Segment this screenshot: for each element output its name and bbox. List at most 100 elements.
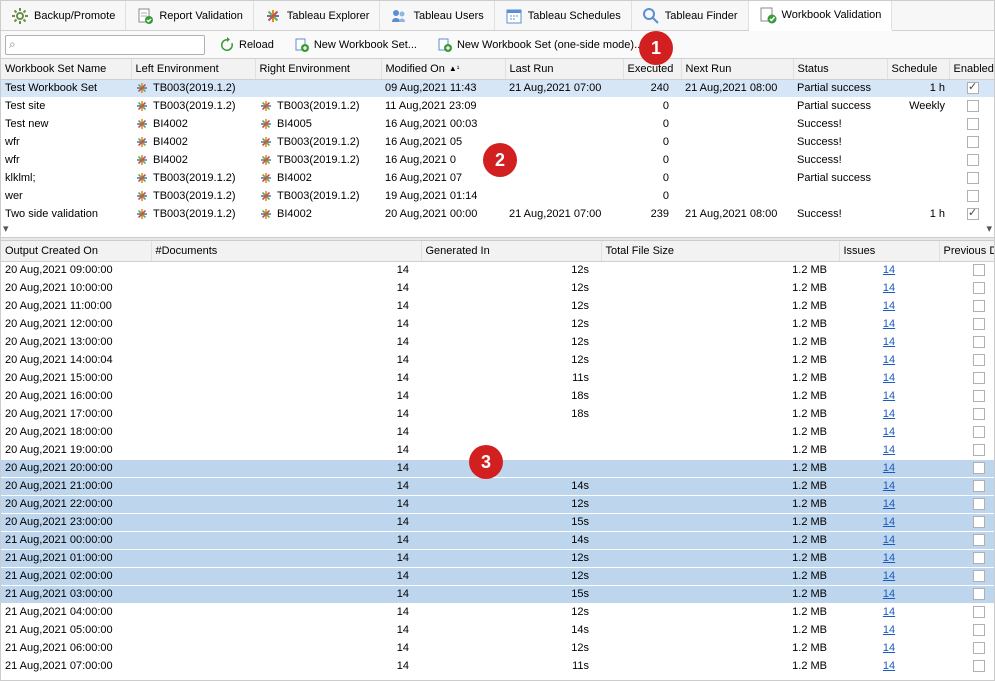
issues-link[interactable]: 14 (883, 588, 895, 600)
cell-enabled[interactable] (949, 97, 994, 115)
issues-link[interactable]: 14 (883, 426, 895, 438)
workbook-set-row[interactable]: Test siteTB003(2019.1.2)TB003(2019.1.2)1… (1, 97, 994, 115)
prevdiff-checkbox[interactable] (973, 462, 985, 474)
issues-link[interactable]: 14 (883, 516, 895, 528)
tab-users[interactable]: Tableau Users (380, 1, 494, 30)
runs-col-header[interactable]: Output Created On (1, 241, 151, 261)
top-col-header[interactable]: Next Run (681, 59, 793, 79)
issues-link[interactable]: 14 (883, 336, 895, 348)
prevdiff-checkbox[interactable] (973, 390, 985, 402)
prevdiff-checkbox[interactable] (973, 534, 985, 546)
cell-prevdiff[interactable] (939, 495, 994, 513)
issues-link[interactable]: 14 (883, 498, 895, 510)
run-row[interactable]: 20 Aug,2021 20:00:00141.2 MB14 (1, 459, 994, 477)
top-col-header[interactable]: Modified On▲¹ (381, 59, 505, 79)
enabled-checkbox[interactable] (967, 208, 979, 220)
cell-enabled[interactable] (949, 187, 994, 205)
prevdiff-checkbox[interactable] (973, 570, 985, 582)
prevdiff-checkbox[interactable] (973, 336, 985, 348)
workbook-set-row[interactable]: klklml;TB003(2019.1.2)BI400216 Aug,2021 … (1, 169, 994, 187)
tab-finder[interactable]: Tableau Finder (632, 1, 749, 30)
issues-link[interactable]: 14 (883, 282, 895, 294)
runs-col-header[interactable]: Total File Size (601, 241, 839, 261)
run-row[interactable]: 21 Aug,2021 06:00:001412s1.2 MB14 (1, 639, 994, 657)
run-row[interactable]: 21 Aug,2021 05:00:001414s1.2 MB14 (1, 621, 994, 639)
workbook-set-row[interactable]: wfrBI4002TB003(2019.1.2)16 Aug,2021 00Su… (1, 151, 994, 169)
tab-explorer[interactable]: Tableau Explorer (254, 1, 381, 30)
issues-link[interactable]: 14 (883, 318, 895, 330)
enabled-checkbox[interactable] (967, 118, 979, 130)
tab-schedules[interactable]: Tableau Schedules (495, 1, 632, 30)
run-row[interactable]: 20 Aug,2021 15:00:001411s1.2 MB14 (1, 369, 994, 387)
enabled-checkbox[interactable] (967, 154, 979, 166)
run-row[interactable]: 20 Aug,2021 21:00:001414s1.2 MB14 (1, 477, 994, 495)
prevdiff-checkbox[interactable] (973, 264, 985, 276)
prevdiff-checkbox[interactable] (973, 408, 985, 420)
new-workbook-set-button[interactable]: New Workbook Set... (288, 35, 423, 55)
run-row[interactable]: 21 Aug,2021 03:00:001415s1.2 MB14 (1, 585, 994, 603)
issues-link[interactable]: 14 (883, 354, 895, 366)
runs-col-header[interactable]: Generated In (421, 241, 601, 261)
expand-down-icon[interactable]: ▾ (3, 222, 9, 235)
workbook-set-row[interactable]: Two side validationTB003(2019.1.2)BI4002… (1, 205, 994, 223)
tab-wbval[interactable]: Workbook Validation (749, 1, 893, 31)
run-row[interactable]: 20 Aug,2021 17:00:001418s1.2 MB14 (1, 405, 994, 423)
prevdiff-checkbox[interactable] (973, 498, 985, 510)
cell-prevdiff[interactable] (939, 351, 994, 369)
prevdiff-checkbox[interactable] (973, 606, 985, 618)
run-row[interactable]: 20 Aug,2021 11:00:001412s1.2 MB14 (1, 297, 994, 315)
issues-link[interactable]: 14 (883, 462, 895, 474)
enabled-checkbox[interactable] (967, 100, 979, 112)
runs-col-header[interactable]: Previous Diff (939, 241, 994, 261)
workbook-set-row[interactable]: Test Workbook SetTB003(2019.1.2)09 Aug,2… (1, 79, 994, 97)
prevdiff-checkbox[interactable] (973, 624, 985, 636)
prevdiff-checkbox[interactable] (973, 660, 985, 672)
cell-prevdiff[interactable] (939, 477, 994, 495)
cell-enabled[interactable] (949, 115, 994, 133)
cell-prevdiff[interactable] (939, 603, 994, 621)
prevdiff-checkbox[interactable] (973, 300, 985, 312)
run-row[interactable]: 20 Aug,2021 14:00:041412s1.2 MB14 (1, 351, 994, 369)
prevdiff-checkbox[interactable] (973, 516, 985, 528)
top-col-header[interactable]: Right Environment (255, 59, 381, 79)
cell-prevdiff[interactable] (939, 549, 994, 567)
cell-prevdiff[interactable] (939, 369, 994, 387)
run-row[interactable]: 20 Aug,2021 22:00:001412s1.2 MB14 (1, 495, 994, 513)
cell-prevdiff[interactable] (939, 621, 994, 639)
run-row[interactable]: 20 Aug,2021 19:00:00141.2 MB14 (1, 441, 994, 459)
issues-link[interactable]: 14 (883, 264, 895, 276)
run-row[interactable]: 20 Aug,2021 12:00:001412s1.2 MB14 (1, 315, 994, 333)
cell-prevdiff[interactable] (939, 315, 994, 333)
issues-link[interactable]: 14 (883, 408, 895, 420)
cell-enabled[interactable] (949, 79, 994, 97)
enabled-checkbox[interactable] (967, 136, 979, 148)
cell-enabled[interactable] (949, 169, 994, 187)
top-col-header[interactable]: Left Environment (131, 59, 255, 79)
issues-link[interactable]: 14 (883, 624, 895, 636)
top-col-header[interactable]: Status (793, 59, 887, 79)
cell-enabled[interactable] (949, 205, 994, 223)
prevdiff-checkbox[interactable] (973, 282, 985, 294)
runs-col-header[interactable]: Issues (839, 241, 939, 261)
workbook-set-row[interactable]: Test newBI4002BI400516 Aug,2021 00:030Su… (1, 115, 994, 133)
prevdiff-checkbox[interactable] (973, 354, 985, 366)
enabled-checkbox[interactable] (967, 172, 979, 184)
issues-link[interactable]: 14 (883, 642, 895, 654)
run-row[interactable]: 20 Aug,2021 09:00:001412s1.2 MB14 (1, 262, 994, 280)
issues-link[interactable]: 14 (883, 372, 895, 384)
prevdiff-checkbox[interactable] (973, 552, 985, 564)
run-row[interactable]: 21 Aug,2021 04:00:001412s1.2 MB14 (1, 603, 994, 621)
run-row[interactable]: 21 Aug,2021 00:00:001414s1.2 MB14 (1, 531, 994, 549)
cell-enabled[interactable] (949, 133, 994, 151)
enabled-checkbox[interactable] (967, 82, 979, 94)
prevdiff-checkbox[interactable] (973, 480, 985, 492)
top-col-header[interactable]: Schedule (887, 59, 949, 79)
run-row[interactable]: 20 Aug,2021 23:00:001415s1.2 MB14 (1, 513, 994, 531)
cell-prevdiff[interactable] (939, 585, 994, 603)
issues-link[interactable]: 14 (883, 606, 895, 618)
prevdiff-checkbox[interactable] (973, 444, 985, 456)
cell-prevdiff[interactable] (939, 333, 994, 351)
issues-link[interactable]: 14 (883, 660, 895, 672)
cell-prevdiff[interactable] (939, 513, 994, 531)
issues-link[interactable]: 14 (883, 570, 895, 582)
